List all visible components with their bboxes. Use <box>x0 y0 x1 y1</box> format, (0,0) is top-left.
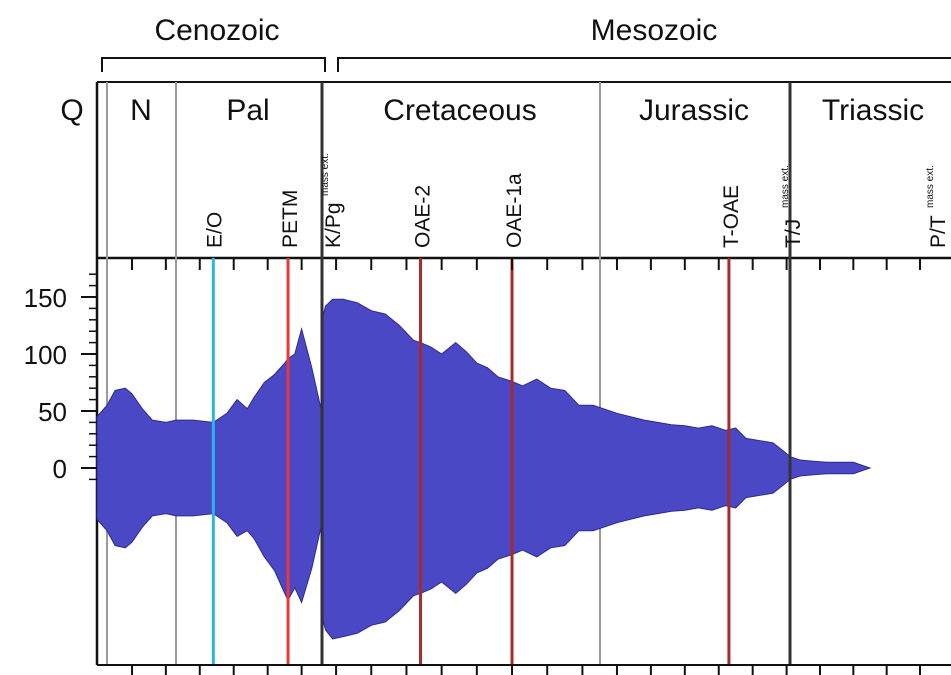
era-bracket <box>101 57 326 72</box>
era-label: Mesozoic <box>591 14 718 47</box>
event-label-oae-1a: OAE-1a <box>503 173 526 248</box>
era-mesozoic: Mesozoic <box>337 14 951 72</box>
event-label-text: T-OAE <box>720 185 743 248</box>
era-cenozoic: Cenozoic <box>101 14 326 72</box>
y-tick-label: 50 <box>38 397 67 427</box>
event-label-text: OAE-1a <box>503 173 526 248</box>
period-layer: Q N Pal Cretaceous Jurassic Triassic <box>60 81 951 665</box>
period-label-triassic: Triassic <box>822 94 924 127</box>
y-tick-label: 0 <box>53 454 67 484</box>
event-label-layer: E/O PETM K/Pg mass ext. OAE-2 OAE-1a T-OAE T/J m… <box>203 153 950 248</box>
event-label-k/pg: K/Pg mass ext. <box>320 153 345 248</box>
mass-ext-note: mass ext. <box>925 165 936 208</box>
event-label-petm: PETM <box>279 190 302 248</box>
event-label-t-oae: T-OAE <box>720 185 743 248</box>
axis-layer: 0 50 100 150 <box>24 258 951 675</box>
event-label-oae-2: OAE-2 <box>412 185 435 248</box>
event-label-text: K/Pg <box>322 202 345 248</box>
period-label-q: Q <box>60 94 83 127</box>
area-layer <box>96 298 872 640</box>
era-bracket <box>337 57 951 72</box>
period-label-jurassic: Jurassic <box>639 94 749 127</box>
boundary-layer <box>320 82 792 665</box>
mass-ext-note: mass ext. <box>780 165 791 208</box>
y-tick-label: 150 <box>24 283 67 313</box>
event-line-layer <box>211 258 731 665</box>
event-label-text: T/J <box>782 219 805 248</box>
event-label-e/o: E/O <box>203 212 226 248</box>
era-layer: Cenozoic Mesozoic <box>101 14 951 72</box>
event-label-text: PETM <box>279 190 302 248</box>
event-label-t/j: T/J mass ext. <box>780 165 805 248</box>
diversity-area-mesozoic <box>321 298 872 640</box>
y-tick-label: 100 <box>24 340 67 370</box>
mass-ext-note: mass ext. <box>320 153 331 196</box>
event-label-text: OAE-2 <box>412 185 435 248</box>
event-label-p/t: P/T mass ext. <box>925 165 950 248</box>
period-label-pal: Pal <box>226 94 269 127</box>
period-label-cretaceous: Cretaceous <box>383 94 536 127</box>
event-label-text: P/T <box>927 215 950 248</box>
event-label-text: E/O <box>203 212 226 248</box>
period-label-n: N <box>130 94 152 127</box>
era-label: Cenozoic <box>154 14 279 47</box>
